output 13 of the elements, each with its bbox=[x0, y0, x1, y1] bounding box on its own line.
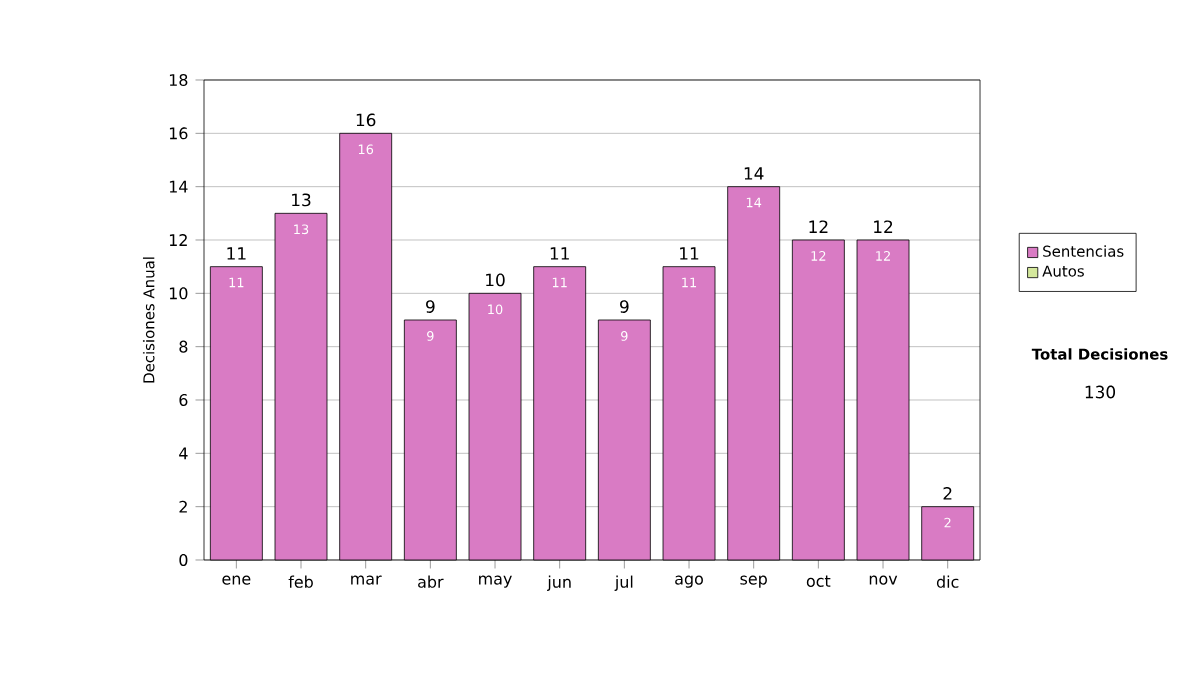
total-label: 12 bbox=[874, 220, 893, 233]
total-label: 13 bbox=[292, 193, 311, 207]
text: 130 bbox=[1085, 385, 1116, 399]
total-label: 9 bbox=[620, 300, 629, 313]
total-label: 9 bbox=[426, 300, 435, 313]
total-label: 11 bbox=[227, 247, 246, 260]
total-label: 10 bbox=[486, 273, 505, 287]
total-label: 2 bbox=[943, 487, 952, 500]
total-label: 11 bbox=[680, 247, 699, 260]
total-label: 16 bbox=[356, 113, 376, 127]
total-label: 12 bbox=[809, 220, 828, 233]
total-label: 11 bbox=[550, 247, 569, 260]
total-label: 14 bbox=[744, 167, 764, 180]
